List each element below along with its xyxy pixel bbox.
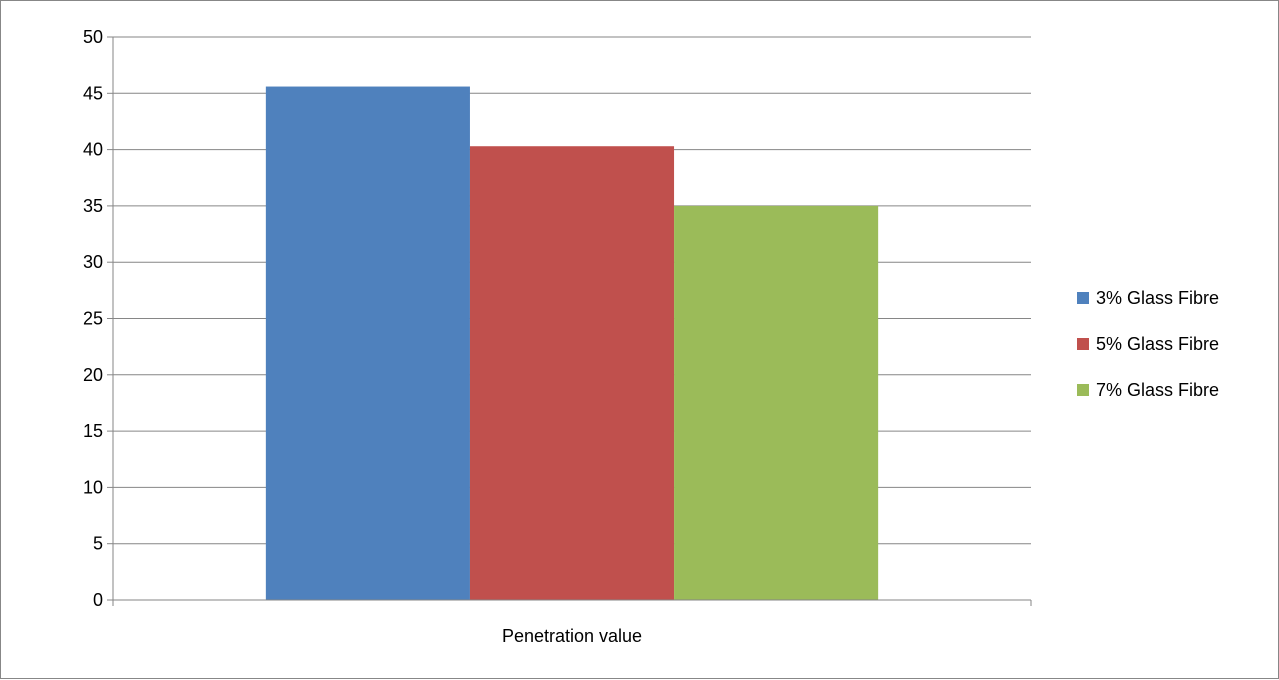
y-tick-label: 30 (83, 252, 103, 272)
y-tick-label: 25 (83, 309, 103, 329)
legend: 3% Glass Fibre 5% Glass Fibre 7% Glass Fib… (1077, 288, 1219, 400)
legend-label: 3% Glass Fibre (1096, 288, 1219, 308)
bar-2 (470, 146, 674, 600)
y-tick-label: 20 (83, 365, 103, 385)
y-tick-label: 5 (93, 534, 103, 554)
y-tick-label: 15 (83, 421, 103, 441)
bar-1 (266, 87, 470, 600)
y-tick-label: 40 (83, 140, 103, 160)
bars (266, 87, 878, 600)
y-tick-label: 45 (83, 83, 103, 103)
y-tick-label: 10 (83, 477, 103, 497)
legend-label: 7% Glass Fibre (1096, 380, 1219, 400)
x-category-label: Penetration value (502, 626, 642, 646)
legend-swatch (1077, 338, 1089, 350)
bar-3 (674, 206, 878, 600)
y-tick-labels: 0 5 10 15 20 25 30 35 40 45 50 (83, 27, 103, 610)
y-tick-label: 0 (93, 590, 103, 610)
legend-label: 5% Glass Fibre (1096, 334, 1219, 354)
legend-swatch (1077, 292, 1089, 304)
y-tick-label: 50 (83, 27, 103, 47)
legend-swatch (1077, 384, 1089, 396)
x-category-labels: Penetration value (502, 626, 642, 646)
y-tick-label: 35 (83, 196, 103, 216)
